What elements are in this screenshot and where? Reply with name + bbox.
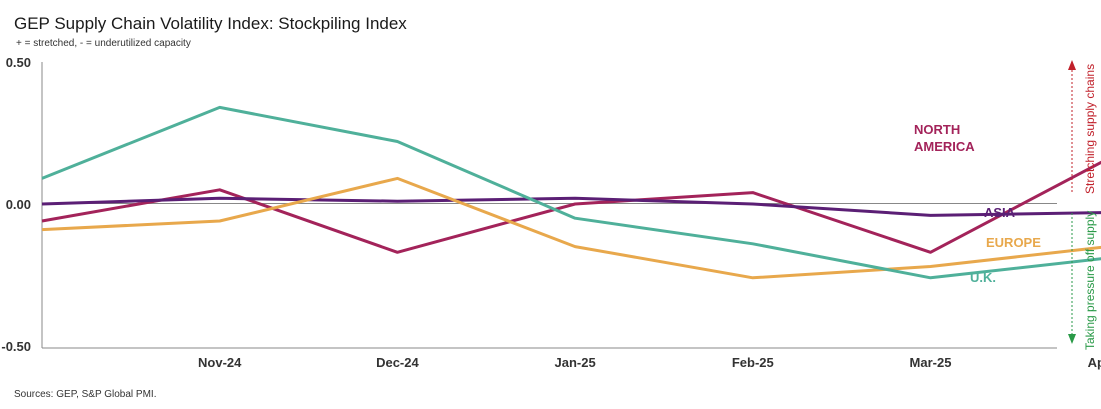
x-tick-label: Mar-25 (910, 355, 952, 370)
series-lines (41, 105, 1101, 280)
stretching-arrow-head (1068, 60, 1076, 70)
series-labels: NORTH AMERICA ASIA EUROPE U.K. (914, 122, 1041, 285)
x-tick-label: Nov-24 (198, 355, 242, 370)
y-tick-label: 0.50 (6, 55, 31, 70)
series-label: ASIA (984, 205, 1016, 220)
chart-title: GEP Supply Chain Volatility Index: Stock… (14, 14, 407, 33)
y-tick-labels: 0.50 0.00 -0.50 (1, 55, 31, 354)
series-label: U.K. (970, 270, 996, 285)
series-label: EUROPE (986, 235, 1041, 250)
y-tick-label: 0.00 (6, 197, 31, 212)
series-line-asia (41, 196, 1101, 217)
pressure-arrow-head (1068, 334, 1076, 344)
chart-subtitle: + = stretched, - = underutilized capacit… (16, 38, 191, 49)
series-line-north-america (41, 160, 1101, 254)
series-line-u-k (41, 105, 1101, 280)
x-tick-label: Dec-24 (376, 355, 419, 370)
x-tick-label: Jan-25 (554, 355, 595, 370)
pressure-label: Taking pressure off supply (1083, 211, 1097, 350)
series-line-europe (41, 176, 1101, 280)
x-tick-label: Apr-25 (1088, 355, 1101, 370)
series-label: NORTH AMERICA (914, 122, 975, 154)
source-note: Sources: GEP, S&P Global PMI. (14, 389, 157, 400)
x-tick-label: Feb-25 (732, 355, 774, 370)
y-tick-label: -0.50 (1, 339, 31, 354)
stretching-label: Stretching supply chains (1083, 64, 1097, 194)
x-tick-labels: Nov-24 Dec-24 Jan-25 Feb-25 Mar-25 Apr-25 (198, 355, 1101, 370)
